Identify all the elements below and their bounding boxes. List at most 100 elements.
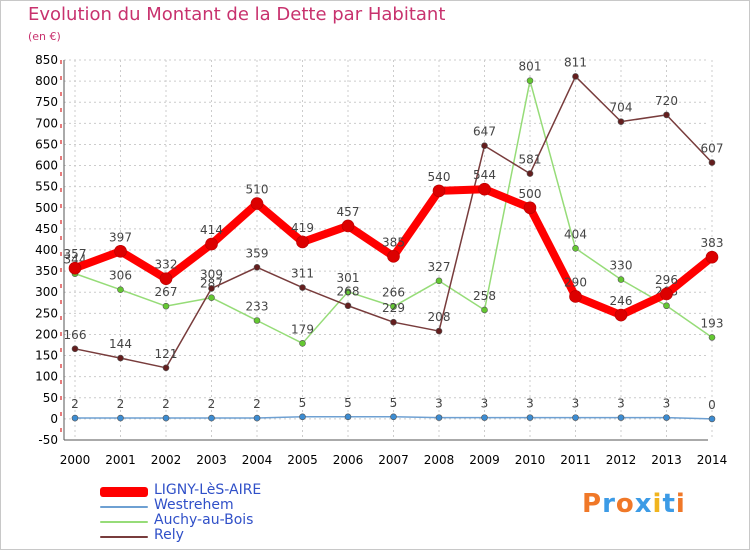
data-point — [481, 414, 488, 421]
data-label: 2 — [162, 397, 170, 411]
data-label: 2 — [71, 397, 79, 411]
data-label: 457 — [337, 205, 360, 219]
logo-letter: t — [662, 489, 676, 519]
y-tick-label: 350 — [35, 264, 58, 278]
data-point — [481, 142, 488, 150]
x-tick-label: 2009 — [469, 453, 500, 467]
data-label: 544 — [473, 168, 496, 182]
data-point — [526, 170, 534, 177]
data-label: 404 — [564, 227, 587, 241]
data-label: 3 — [663, 397, 671, 411]
data-label: 229 — [382, 301, 405, 315]
y-tick-label: 850 — [35, 53, 58, 67]
data-point — [523, 201, 537, 215]
data-label: 121 — [155, 347, 178, 361]
data-point — [117, 286, 124, 293]
data-label: 383 — [701, 236, 724, 250]
data-point — [572, 73, 579, 80]
data-point — [253, 264, 261, 271]
data-label: 3 — [481, 397, 489, 411]
data-label: 419 — [291, 221, 314, 235]
data-label: 306 — [109, 269, 132, 283]
data-label: 359 — [246, 246, 269, 260]
data-label: 607 — [701, 142, 724, 156]
data-point — [390, 303, 397, 310]
y-tick-label: 600 — [35, 159, 58, 173]
data-label: 267 — [155, 285, 178, 299]
data-label: 332 — [155, 258, 178, 272]
x-tick-label: 2004 — [242, 453, 273, 467]
data-label: 581 — [519, 153, 542, 167]
data-point — [344, 288, 352, 296]
x-tick-label: 2012 — [606, 453, 637, 467]
data-point — [705, 250, 719, 264]
data-point — [435, 327, 443, 335]
data-point — [162, 414, 170, 422]
data-point — [614, 308, 628, 322]
data-point — [390, 413, 397, 421]
legend-swatch — [100, 521, 148, 523]
data-point — [572, 245, 579, 252]
data-point — [299, 284, 306, 291]
logo-letter: i — [652, 489, 663, 519]
data-point — [208, 414, 215, 422]
data-point — [708, 334, 716, 341]
data-point — [663, 414, 670, 421]
data-point — [617, 414, 625, 421]
x-tick-label: 2010 — [515, 453, 546, 467]
legend-label: Westrehem — [154, 497, 234, 513]
data-label: 3 — [617, 397, 625, 411]
data-label: 704 — [610, 101, 633, 115]
data-point — [435, 277, 443, 285]
y-tick-label: 450 — [35, 222, 58, 236]
logo-letter: P — [582, 489, 603, 519]
data-label: 301 — [337, 271, 360, 285]
y-tick-label: 500 — [35, 201, 58, 215]
data-point — [71, 414, 79, 422]
data-point — [569, 290, 582, 303]
data-point — [478, 182, 491, 196]
legend-item: Auchy-au-Bois — [100, 512, 300, 530]
data-label: 2 — [253, 397, 261, 411]
x-tick-label: 2003 — [196, 453, 227, 467]
data-label: 2 — [208, 397, 216, 411]
y-tick-label: 0 — [50, 412, 58, 426]
data-point — [296, 235, 309, 249]
data-point — [205, 237, 218, 251]
y-tick-label: 550 — [35, 180, 58, 194]
logo-letter: o — [615, 489, 635, 519]
data-point — [344, 302, 352, 310]
data-label: 330 — [610, 259, 633, 273]
data-label: 500 — [519, 187, 542, 201]
data-point — [526, 77, 534, 84]
chart-title: Evolution du Montant de la Dette par Hab… — [28, 4, 446, 25]
data-point — [435, 414, 443, 421]
data-label: 3 — [526, 397, 534, 411]
x-tick-label: 2001 — [105, 453, 136, 467]
x-tick-label: 2014 — [697, 453, 728, 467]
x-tick-label: 2000 — [60, 453, 91, 467]
data-point — [68, 261, 82, 275]
data-point — [572, 414, 579, 421]
data-point — [617, 276, 625, 283]
data-point — [708, 415, 716, 423]
data-label: 246 — [610, 294, 633, 308]
data-label: 5 — [344, 396, 352, 410]
data-point — [253, 414, 261, 422]
data-point — [526, 414, 534, 421]
data-label: 3 — [435, 397, 443, 411]
data-point — [617, 118, 625, 125]
data-label: 801 — [519, 60, 542, 74]
data-label: 0 — [708, 398, 716, 412]
data-point — [208, 285, 215, 292]
y-tick-label: 100 — [35, 370, 58, 384]
data-point — [660, 287, 673, 301]
y-tick-label: 400 — [35, 243, 58, 257]
data-label: 2 — [117, 397, 125, 411]
data-point — [114, 244, 127, 258]
data-point — [208, 294, 215, 302]
data-label: 268 — [337, 285, 360, 299]
data-label: 540 — [428, 170, 451, 184]
data-label: 720 — [655, 94, 678, 108]
data-point — [117, 414, 124, 422]
